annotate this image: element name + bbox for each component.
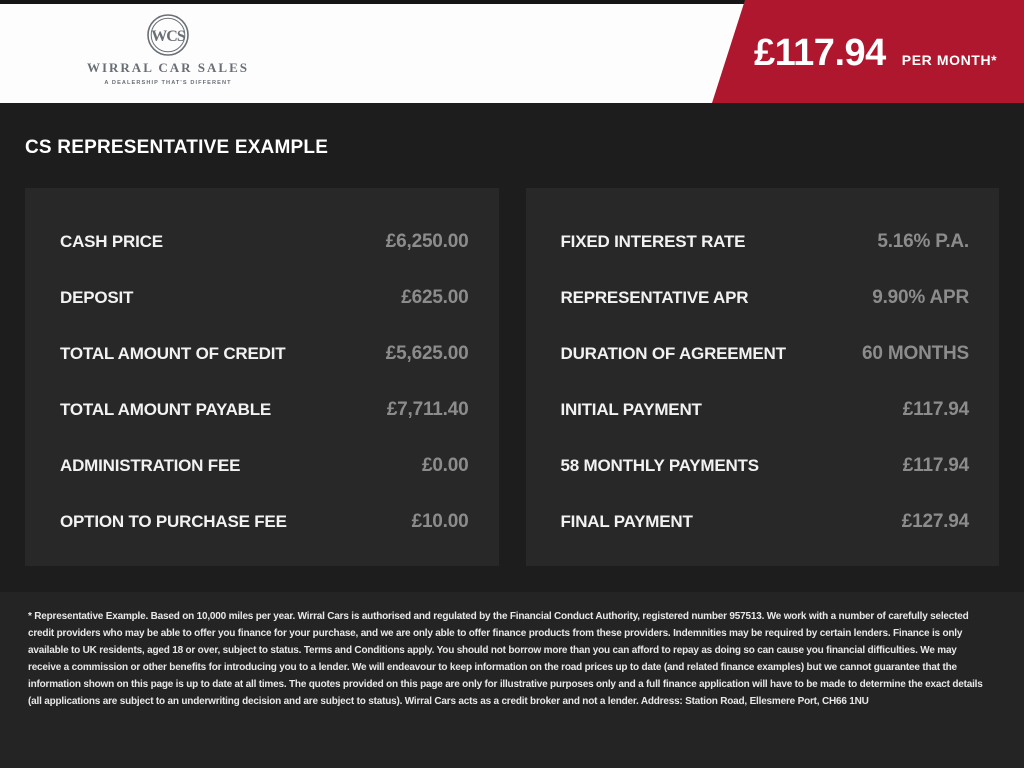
table-row: ADMINISTRATION FEE £0.00 [60,438,469,494]
header: WCS WIRRAL CAR SALES A DEALERSHIP THAT'S… [0,0,1024,103]
finance-label: DURATION OF AGREEMENT [560,344,786,363]
finance-value: 60 MONTHS [862,343,969,364]
finance-panels: CASH PRICE £6,250.00 DEPOSIT £625.00 TOT… [25,188,999,566]
table-row: FIXED INTEREST RATE 5.16% P.A. [561,214,970,270]
finance-label: CASH PRICE [60,232,163,251]
table-row: TOTAL AMOUNT PAYABLE £7,711.40 [60,382,469,438]
finance-value: £625.00 [401,287,469,308]
table-row: DEPOSIT £625.00 [60,270,469,326]
finance-value: 5.16% P.A. [877,231,969,252]
finance-label: FINAL PAYMENT [560,512,693,531]
finance-value: £117.94 [902,455,969,476]
table-row: DURATION OF AGREEMENT 60 MONTHS [561,326,970,382]
table-row: TOTAL AMOUNT OF CREDIT £5,625.00 [60,326,469,382]
table-row: INITIAL PAYMENT £117.94 [561,382,970,438]
table-row: CASH PRICE £6,250.00 [60,214,469,270]
finance-label: REPRESENTATIVE APR [560,288,749,307]
finance-label: ADMINISTRATION FEE [60,456,241,475]
finance-panel-right: FIXED INTEREST RATE 5.16% P.A. REPRESENT… [525,188,999,566]
finance-value: £7,711.40 [386,399,469,420]
table-row: FINAL PAYMENT £127.94 [561,494,970,550]
price-banner: £117.94 PER MONTH* [712,0,1024,103]
finance-value: £6,250.00 [385,231,469,252]
finance-value: £0.00 [421,455,469,476]
finance-label: 58 MONTHLY PAYMENTS [560,456,760,475]
representative-example-section: CS REPRESENTATIVE EXAMPLE CASH PRICE £6,… [0,103,1024,592]
table-row: OPTION TO PURCHASE FEE £10.00 [60,494,469,550]
wcs-monogram-icon: WCS [147,14,189,56]
price-period-label: PER MONTH* [901,52,998,68]
table-row: 58 MONTHLY PAYMENTS £117.94 [561,438,970,494]
finance-label: INITIAL PAYMENT [560,400,702,419]
finance-value: £5,625.00 [385,343,469,364]
monthly-price: £117.94 [754,32,886,74]
logo-name-text: WIRRAL CAR SALES [87,60,249,75]
finance-label: TOTAL AMOUNT OF CREDIT [60,344,286,363]
logo-tagline-text: A DEALERSHIP THAT'S DIFFERENT [104,80,231,86]
page-title: CS REPRESENTATIVE EXAMPLE [25,137,329,158]
finance-label: OPTION TO PURCHASE FEE [60,512,287,531]
dealer-logo: WCS WIRRAL CAR SALES A DEALERSHIP THAT'S… [87,14,249,86]
logo-monogram-text: WCS [151,28,186,45]
finance-value: £127.94 [901,511,969,532]
finance-value: £117.94 [902,399,969,420]
finance-panel-left: CASH PRICE £6,250.00 DEPOSIT £625.00 TOT… [25,188,499,566]
legal-disclaimer: * Representative Example. Based on 10,00… [28,611,983,707]
finance-label: TOTAL AMOUNT PAYABLE [60,400,272,419]
table-row: REPRESENTATIVE APR 9.90% APR [561,270,970,326]
finance-label: FIXED INTEREST RATE [560,232,746,251]
finance-value: £10.00 [411,511,469,532]
top-divider [0,0,1024,4]
finance-label: DEPOSIT [60,288,134,307]
footer: * Representative Example. Based on 10,00… [0,592,1024,768]
finance-value: 9.90% APR [872,287,969,308]
